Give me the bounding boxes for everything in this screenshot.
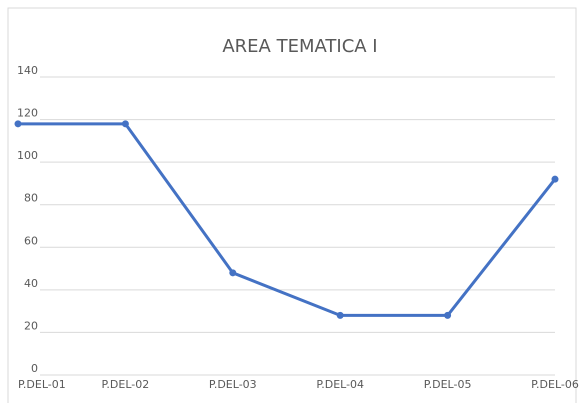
- y-tick-label: 0: [31, 362, 38, 375]
- data-point: [551, 175, 559, 183]
- chart-frame: [7, 7, 577, 403]
- data-line: [18, 122, 557, 317]
- x-tick-label: P.DEL-05: [424, 378, 472, 391]
- x-tick-label: P.DEL-02: [102, 378, 150, 391]
- y-tick-label: 140: [17, 64, 38, 77]
- y-tick-label: 60: [24, 234, 38, 247]
- data-point: [121, 120, 129, 128]
- data-point: [336, 311, 344, 319]
- x-tick-label: P.DEL-03: [209, 378, 257, 391]
- x-tick-label: P.DEL-04: [316, 378, 364, 391]
- y-tick-label: 120: [17, 107, 38, 120]
- y-tick-label: 20: [24, 319, 38, 332]
- x-tick-label: P.DEL-01: [18, 378, 66, 391]
- data-point: [444, 311, 452, 319]
- y-tick-label: 40: [24, 277, 38, 290]
- y-tick-label: 100: [17, 149, 38, 162]
- data-point: [14, 120, 22, 128]
- data-point: [229, 269, 237, 277]
- chart-title: AREA TEMATICA I: [222, 36, 377, 57]
- x-tick-label: P.DEL-06: [531, 378, 579, 391]
- y-tick-label: 80: [24, 192, 38, 205]
